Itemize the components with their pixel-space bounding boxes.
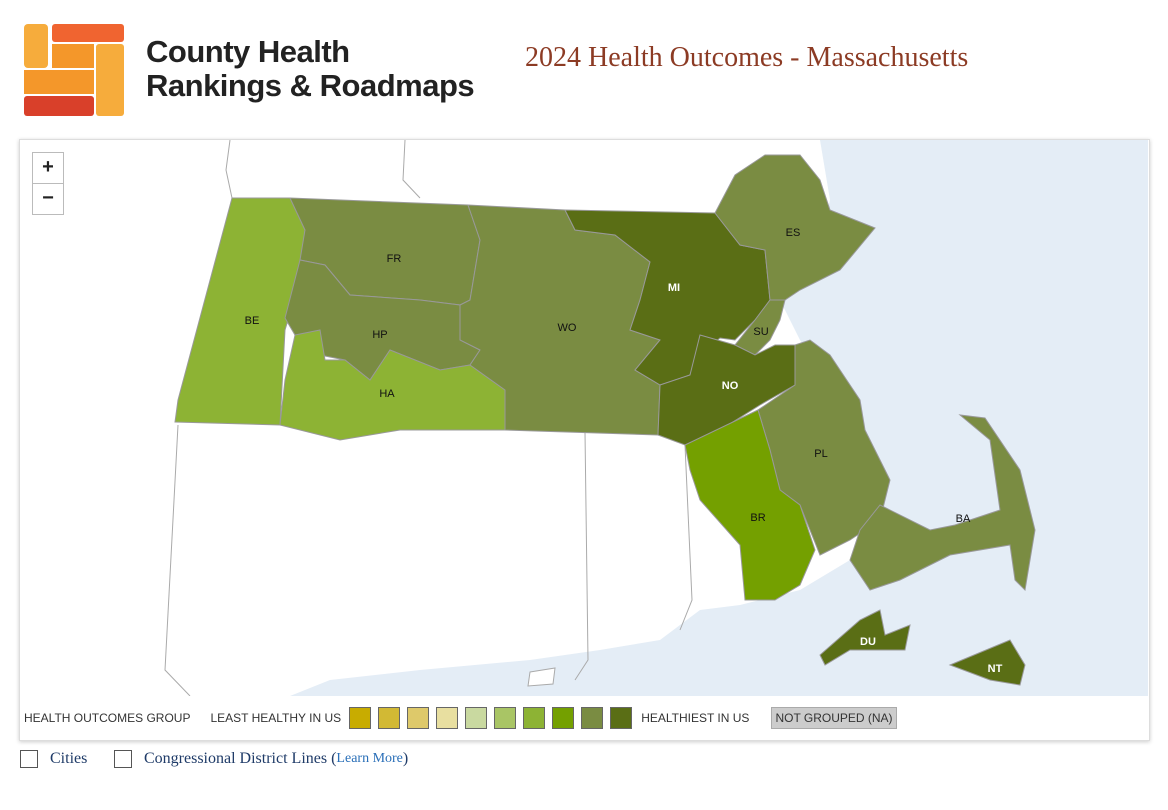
county (657, 334, 801, 446)
swatches (349, 707, 639, 729)
logo-text: County Health (146, 34, 350, 69)
county (948, 639, 1026, 686)
option: Congressional District Lines (Learn More… (114, 750, 408, 768)
county-label: BR (750, 512, 765, 524)
legend-swatch (465, 707, 488, 729)
county (819, 609, 911, 666)
map: BE FR HP HA WO MI ES SU NO PL BR BA DU NT (20, 140, 1149, 697)
county-label: PL (814, 448, 827, 460)
zoom-in[interactable]: + (32, 152, 64, 184)
county (684, 409, 816, 601)
county-label: HA (379, 388, 395, 400)
legend-low: LEAST HEALTHY IN US (210, 711, 342, 725)
legend-swatch (378, 707, 401, 729)
paren: ( (331, 750, 337, 767)
page-title: 2024 Health Outcomes - Massachusetts (525, 42, 969, 73)
county (849, 414, 1036, 592)
zoom-out[interactable]: − (32, 183, 64, 215)
logo-text: Rankings & Roadmaps (146, 68, 475, 103)
learn-more-link[interactable]: Learn More (336, 751, 403, 766)
option-label: Congressional District Lines (144, 750, 328, 767)
logo-mark (24, 24, 124, 116)
county-label: BE (245, 315, 260, 327)
legend-swatch (494, 707, 517, 729)
county-label: ES (786, 227, 801, 239)
county (714, 154, 876, 301)
legend-swatch (436, 707, 459, 729)
county-label: BA (956, 513, 971, 525)
checkbox[interactable] (114, 750, 132, 768)
legend-swatch (610, 707, 633, 729)
legend-swatch (523, 707, 546, 729)
legend-swatch (552, 707, 575, 729)
option-label: Cities (50, 750, 88, 767)
county-label: WO (558, 322, 577, 334)
option: Cities (20, 750, 87, 768)
legend-high: HEALTHIEST IN US (641, 711, 750, 725)
legend-swatch (349, 707, 372, 729)
paren: ) (402, 750, 409, 767)
county-label: FR (387, 253, 402, 265)
county-label: SU (753, 326, 768, 338)
legend-swatch (581, 707, 604, 729)
checkbox[interactable] (20, 750, 38, 768)
county-label: NO (722, 380, 739, 392)
legend-swatch (407, 707, 430, 729)
county-label: MI (668, 282, 680, 294)
legend-title: HEALTH OUTCOMES GROUP (24, 711, 191, 725)
map-panel: BE FR HP HA WO MI ES SU NO PL BR BA DU NT + − HEALTH … (19, 139, 1150, 741)
county-label: NT (988, 663, 1003, 675)
legend-na: NOT GROUPED (NA) (771, 707, 897, 729)
county-label: DU (860, 636, 876, 648)
legend: HEALTH OUTCOMES GROUP LEAST HEALTHY IN U… (20, 696, 1149, 740)
county-label: HP (372, 329, 387, 341)
